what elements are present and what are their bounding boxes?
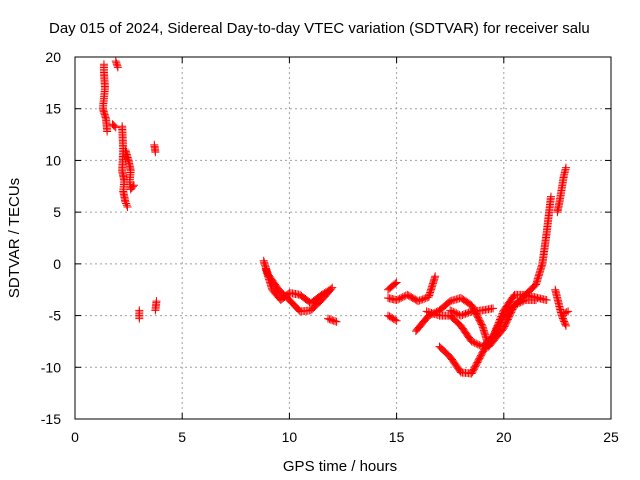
- x-tick-label: 0: [71, 429, 79, 445]
- data-point: [425, 308, 434, 317]
- data-point: [135, 314, 144, 323]
- data-point: [392, 278, 401, 287]
- data-point: [531, 296, 540, 305]
- data-point: [111, 123, 120, 132]
- data-point: [561, 320, 570, 329]
- data-point: [561, 321, 570, 330]
- y-tick-label: -5: [49, 308, 62, 324]
- data-point: [129, 181, 138, 190]
- data-point: [561, 163, 570, 172]
- x-tick-label: 25: [603, 429, 619, 445]
- data-point: [151, 148, 160, 157]
- data-point: [542, 296, 551, 305]
- y-tick-label: 10: [45, 152, 61, 168]
- data-point: [110, 122, 119, 131]
- plot-border: [74, 56, 612, 420]
- data-point: [431, 272, 440, 281]
- y-axis-label: SDTVAR / TECUs: [6, 178, 23, 298]
- data-point: [432, 310, 441, 319]
- data-point: [103, 127, 112, 136]
- y-tick-label: 15: [45, 101, 61, 117]
- data-point: [113, 61, 122, 70]
- x-tick-label: 5: [178, 429, 186, 445]
- data-point: [331, 317, 340, 326]
- data-point: [391, 279, 400, 288]
- data-point: [326, 285, 335, 294]
- x-tick-label: 20: [496, 429, 512, 445]
- y-tick-label: -15: [41, 411, 61, 427]
- data-point: [424, 307, 433, 316]
- data-point: [429, 309, 438, 318]
- data-point: [113, 63, 122, 72]
- x-axis-label: GPS time / hours: [283, 458, 397, 475]
- data-point: [128, 182, 137, 191]
- y-tick-label: 0: [53, 256, 61, 272]
- axes: 0 5 10 15 20 25 -15 -10 -5 0 5 10 15 20: [41, 49, 619, 445]
- y-tick-label: 5: [53, 204, 61, 220]
- data-points: [98, 57, 573, 378]
- y-tick-label: -10: [41, 359, 61, 375]
- data-point: [422, 307, 431, 316]
- data-point: [391, 315, 400, 324]
- data-point: [324, 286, 333, 295]
- x-tick-label: 15: [389, 429, 405, 445]
- y-tick-label: 20: [45, 49, 61, 65]
- data-point: [564, 307, 573, 316]
- data-point: [392, 316, 401, 325]
- data-point: [332, 317, 341, 326]
- data-point: [430, 310, 439, 319]
- grid: [75, 57, 611, 419]
- data-point: [427, 308, 436, 317]
- data-point: [121, 197, 130, 206]
- data-point: [122, 201, 131, 210]
- data-point: [562, 308, 571, 317]
- data-point: [151, 306, 160, 315]
- x-tick-label: 10: [282, 429, 298, 445]
- data-point: [489, 304, 498, 313]
- chart-title: Day 015 of 2024, Sidereal Day-to-day VTE…: [49, 20, 590, 37]
- data-point: [109, 121, 118, 130]
- data-point: [123, 202, 132, 211]
- data-point: [546, 192, 555, 201]
- data-point: [122, 199, 131, 208]
